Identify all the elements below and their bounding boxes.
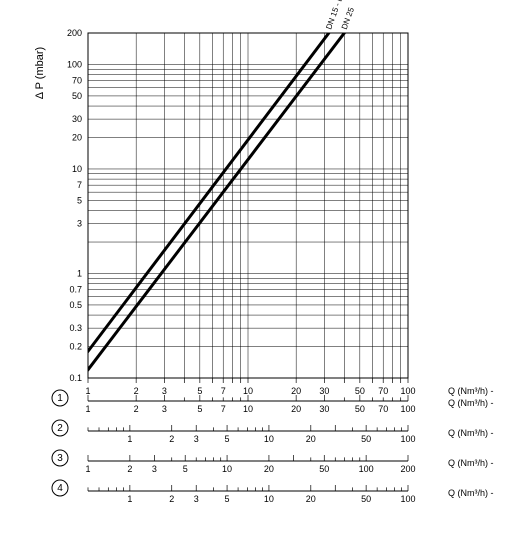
svg-text:2: 2 <box>134 404 139 414</box>
svg-text:30: 30 <box>319 386 329 396</box>
aux-scale-title: Q (Nm³/h) - <box>448 398 494 408</box>
svg-text:10: 10 <box>264 494 274 504</box>
svg-text:7: 7 <box>221 404 226 414</box>
svg-text:3: 3 <box>162 404 167 414</box>
svg-text:3: 3 <box>57 453 63 464</box>
svg-text:100: 100 <box>400 386 415 396</box>
chart-svg: 0.1 0.2 0.3 0.5 0.7 1 3 5 7 10 20 30 50 70 100 200 Δ P (… <box>0 0 510 538</box>
svg-text:50: 50 <box>72 91 82 101</box>
svg-text:0.3: 0.3 <box>69 323 82 333</box>
svg-text:5: 5 <box>183 464 188 474</box>
svg-text:3: 3 <box>194 494 199 504</box>
svg-text:7: 7 <box>221 386 226 396</box>
svg-text:10: 10 <box>222 464 232 474</box>
svg-text:2: 2 <box>169 434 174 444</box>
svg-text:5: 5 <box>197 404 202 414</box>
svg-text:200: 200 <box>67 28 82 38</box>
svg-text:20: 20 <box>306 434 316 444</box>
svg-text:10: 10 <box>243 404 253 414</box>
svg-text:20: 20 <box>306 494 316 504</box>
svg-text:1: 1 <box>57 393 63 404</box>
svg-text:5: 5 <box>225 494 230 504</box>
svg-text:50: 50 <box>355 404 365 414</box>
svg-text:3: 3 <box>194 434 199 444</box>
svg-text:30: 30 <box>319 404 329 414</box>
svg-text:20: 20 <box>291 386 301 396</box>
svg-text:2: 2 <box>57 423 63 434</box>
svg-text:3: 3 <box>152 464 157 474</box>
svg-text:2: 2 <box>169 494 174 504</box>
svg-text:50: 50 <box>355 386 365 396</box>
svg-text:1: 1 <box>85 404 90 414</box>
series-label: DN 25 <box>340 6 356 31</box>
svg-text:1: 1 <box>85 386 90 396</box>
svg-text:50: 50 <box>361 494 371 504</box>
svg-text:200: 200 <box>400 464 415 474</box>
svg-text:30: 30 <box>72 114 82 124</box>
svg-text:0.5: 0.5 <box>69 300 82 310</box>
svg-text:0.2: 0.2 <box>69 342 82 352</box>
svg-text:100: 100 <box>67 59 82 69</box>
svg-text:100: 100 <box>400 494 415 504</box>
aux-scale-title: Q (Nm³/h) - <box>448 428 494 438</box>
svg-text:20: 20 <box>291 404 301 414</box>
svg-text:1: 1 <box>127 494 132 504</box>
svg-text:5: 5 <box>225 434 230 444</box>
svg-text:1: 1 <box>127 434 132 444</box>
svg-text:10: 10 <box>264 434 274 444</box>
svg-text:2: 2 <box>127 464 132 474</box>
svg-text:50: 50 <box>319 464 329 474</box>
svg-text:5: 5 <box>197 386 202 396</box>
svg-text:70: 70 <box>72 76 82 86</box>
svg-text:2: 2 <box>134 386 139 396</box>
svg-text:5: 5 <box>77 195 82 205</box>
svg-text:1: 1 <box>85 464 90 474</box>
aux-scale-title: Q (Nm³/h) - <box>448 458 494 468</box>
svg-text:20: 20 <box>72 133 82 143</box>
svg-text:50: 50 <box>361 434 371 444</box>
aux-scale-title: Q (Nm³/h) - <box>448 488 494 498</box>
svg-text:10: 10 <box>243 386 253 396</box>
svg-text:100: 100 <box>359 464 374 474</box>
svg-text:10: 10 <box>72 164 82 174</box>
svg-text:4: 4 <box>57 483 63 494</box>
y-axis-label: Δ P (mbar) <box>34 47 46 99</box>
svg-text:100: 100 <box>400 404 415 414</box>
svg-text:3: 3 <box>77 219 82 229</box>
svg-text:1: 1 <box>77 268 82 278</box>
svg-text:0.1: 0.1 <box>69 373 82 383</box>
svg-text:100: 100 <box>400 434 415 444</box>
svg-text:0.7: 0.7 <box>69 285 82 295</box>
svg-text:3: 3 <box>162 386 167 396</box>
svg-text:7: 7 <box>77 180 82 190</box>
x-axis-title: Q (Nm³/h) - <box>448 386 494 396</box>
svg-text:20: 20 <box>264 464 274 474</box>
svg-text:70: 70 <box>378 386 388 396</box>
svg-text:70: 70 <box>378 404 388 414</box>
